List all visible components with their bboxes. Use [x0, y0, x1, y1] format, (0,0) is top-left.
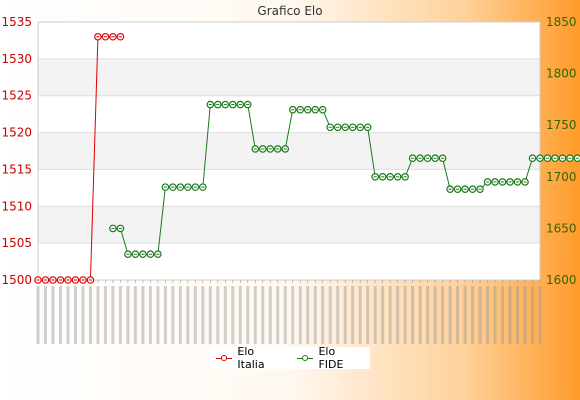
legend-item-elo-italia: Elo Italia — [216, 345, 283, 371]
x-tick-label-placeholder — [126, 286, 130, 344]
x-tick-label-placeholder — [508, 286, 512, 344]
x-tick-label-placeholder — [43, 286, 47, 344]
chart-title: Grafico Elo — [257, 4, 323, 18]
x-tick-label-placeholder — [66, 286, 70, 344]
x-tick-label-placeholder — [163, 286, 167, 344]
x-tick-label-placeholder — [478, 286, 482, 344]
x-tick-label-placeholder — [366, 286, 370, 344]
left-tick-label: 1525 — [1, 89, 32, 103]
x-tick-label-placeholder — [336, 286, 340, 344]
x-tick-label-placeholder — [493, 286, 497, 344]
x-tick-label-placeholder — [261, 286, 265, 344]
right-tick-label: 1600 — [546, 273, 577, 287]
left-tick-label: 1515 — [1, 162, 32, 176]
right-tick-label: 1800 — [546, 67, 577, 81]
x-tick-label-placeholder — [441, 286, 445, 344]
x-tick-label-placeholder — [58, 286, 62, 344]
x-tick-label-placeholder — [538, 286, 542, 344]
x-tick-label-placeholder — [501, 286, 505, 344]
x-tick-label-placeholder — [283, 286, 287, 344]
x-tick-label-placeholder — [516, 286, 520, 344]
x-tick-label-placeholder — [111, 286, 115, 344]
legend-swatch-elo-fide — [297, 353, 314, 363]
x-tick-label-placeholder — [231, 286, 235, 344]
left-tick-label: 1505 — [1, 236, 32, 250]
x-tick-label-placeholder — [193, 286, 197, 344]
x-tick-label-placeholder — [81, 286, 85, 344]
x-tick-label-placeholder — [433, 286, 437, 344]
x-tick-label-placeholder — [396, 286, 400, 344]
x-tick-label-placeholder — [523, 286, 527, 344]
legend-swatch-elo-italia — [216, 353, 232, 363]
left-tick-label: 1500 — [1, 273, 32, 287]
x-tick-label-placeholder — [133, 286, 137, 344]
x-tick-label-placeholder — [426, 286, 430, 344]
x-tick-label-placeholder — [223, 286, 227, 344]
x-tick-label-placeholder — [253, 286, 257, 344]
grid-band — [38, 206, 540, 244]
x-tick-label-placeholder — [88, 286, 92, 344]
left-tick-label: 1530 — [1, 52, 32, 66]
right-tick-label: 1750 — [546, 118, 577, 132]
x-tick-label-placeholder — [246, 286, 250, 344]
x-tick-label-placeholder — [298, 286, 302, 344]
x-tick-label-placeholder — [381, 286, 385, 344]
x-tick-label-placeholder — [448, 286, 452, 344]
legend-label-elo-italia: Elo Italia — [237, 345, 265, 371]
left-tick-label: 1535 — [1, 15, 32, 29]
x-tick-label-placeholder — [328, 286, 332, 344]
x-tick-label-placeholder — [171, 286, 175, 344]
x-tick-label-placeholder — [306, 286, 310, 344]
x-tick-label-placeholder — [471, 286, 475, 344]
right-tick-label: 1850 — [546, 15, 577, 29]
x-tick-label-placeholder — [156, 286, 160, 344]
x-tick-label-placeholder — [373, 286, 377, 344]
x-tick-label-placeholder — [403, 286, 407, 344]
x-tick-label-placeholder — [463, 286, 467, 344]
x-tick-label-placeholder — [118, 286, 122, 344]
legend-item-elo-fide: Elo FIDE — [297, 345, 362, 371]
legend-label-elo-fide: Elo FIDE — [318, 345, 344, 371]
left-tick-label: 1510 — [1, 199, 32, 213]
x-tick-label-placeholder — [291, 286, 295, 344]
x-tick-label-placeholder — [96, 286, 100, 344]
x-tick-label-placeholder — [351, 286, 355, 344]
x-tick-label-placeholder — [276, 286, 280, 344]
plot-border — [37, 21, 541, 281]
x-tick-label-placeholder — [531, 286, 535, 344]
x-tick-label-placeholder — [418, 286, 422, 344]
x-tick-label-placeholder — [186, 286, 190, 344]
right-tick-label: 1650 — [546, 221, 577, 235]
right-tick-label: 1700 — [546, 170, 577, 184]
x-tick-label-placeholder — [141, 286, 145, 344]
x-tick-label-placeholder — [238, 286, 242, 344]
x-tick-label-placeholder — [411, 286, 415, 344]
x-tick-label-placeholder — [103, 286, 107, 344]
x-tick-label-placeholder — [51, 286, 55, 344]
x-tick-label-placeholder — [388, 286, 392, 344]
x-tick-label-placeholder — [343, 286, 347, 344]
x-tick-label-placeholder — [36, 286, 40, 344]
x-tick-label-placeholder — [313, 286, 317, 344]
left-tick-label: 1520 — [1, 126, 32, 140]
x-tick-label-placeholder — [148, 286, 152, 344]
grid-band — [38, 132, 540, 170]
x-tick-label-placeholder — [486, 286, 490, 344]
chart-legend: Elo Italia Elo FIDE — [210, 345, 370, 371]
x-tick-label-placeholder — [456, 286, 460, 344]
x-tick-label-placeholder — [178, 286, 182, 344]
x-tick-label-placeholder — [358, 286, 362, 344]
x-tick-label-placeholder — [321, 286, 325, 344]
grid-band — [38, 58, 540, 96]
x-tick-label-placeholder — [268, 286, 272, 344]
x-tick-label-placeholder — [73, 286, 77, 344]
x-tick-label-placeholder — [201, 286, 205, 344]
x-tick-label-placeholder — [208, 286, 212, 344]
x-tick-label-placeholder — [216, 286, 220, 344]
